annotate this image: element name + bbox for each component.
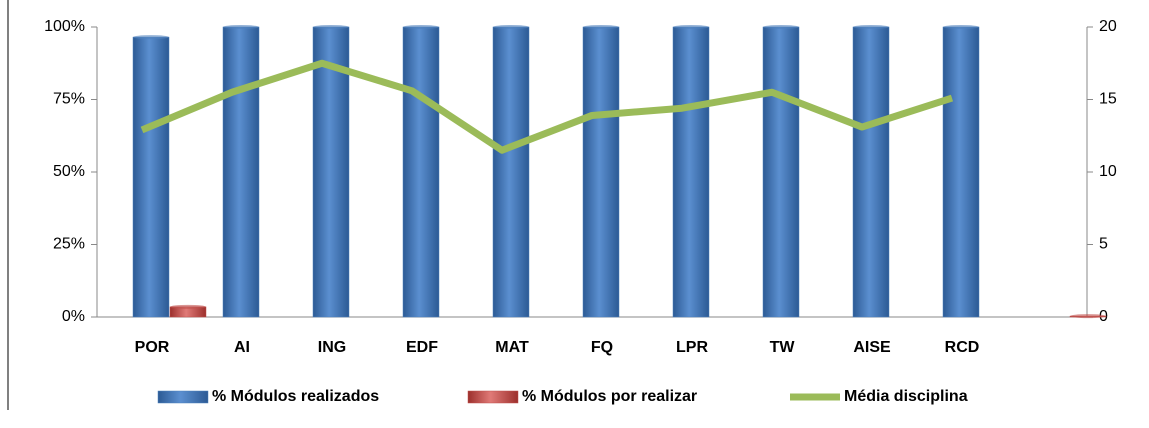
x-tick-label: RCD — [945, 339, 980, 356]
bar — [132, 36, 170, 318]
y-tick-label: 0% — [62, 308, 85, 325]
bar-cap — [403, 25, 439, 29]
bar — [762, 26, 800, 318]
y2-tick-label: 15 — [1099, 91, 1117, 108]
legend-label: % Módulos por realizar — [522, 388, 697, 405]
bar — [222, 26, 260, 318]
bar — [852, 26, 890, 318]
x-tick-label: AI — [234, 339, 250, 356]
x-tick-label: POR — [135, 339, 170, 356]
bar-cap — [763, 25, 799, 29]
legend-swatch — [157, 390, 209, 404]
line — [140, 59, 954, 154]
bar — [492, 26, 530, 318]
x-tick-label: AISE — [853, 339, 891, 356]
bar — [672, 26, 710, 318]
y2-tick-label: 10 — [1099, 163, 1117, 180]
bar-cap — [223, 25, 259, 29]
bar-cap — [170, 304, 206, 309]
y-tick-label: 50% — [53, 163, 85, 180]
x-tick-label: EDF — [406, 339, 438, 356]
bar — [312, 26, 350, 318]
x-tick-label: ING — [318, 339, 346, 356]
bar-cap — [583, 25, 619, 29]
legend-label: % Módulos realizados — [212, 388, 379, 405]
bar — [942, 26, 980, 318]
bar-cap — [853, 25, 889, 29]
x-tick-label: MAT — [495, 339, 529, 356]
bar-cap — [493, 25, 529, 29]
legend-label: Média disciplina — [844, 388, 968, 405]
y-tick-label: 100% — [44, 18, 85, 35]
bar-cap — [673, 25, 709, 29]
y-tick-label: 75% — [53, 91, 85, 108]
x-tick-label: TW — [770, 339, 796, 356]
bar-cap — [1070, 314, 1106, 319]
bar-cap — [133, 35, 169, 40]
bar — [582, 26, 620, 318]
bar-cap — [313, 25, 349, 29]
bar — [402, 26, 440, 318]
x-tick-label: LPR — [676, 339, 708, 356]
bar-cap — [943, 25, 979, 29]
x-tick-label: FQ — [591, 339, 613, 356]
legend-swatch — [467, 390, 519, 404]
y-tick-label: 25% — [53, 236, 85, 253]
y2-tick-label: 20 — [1099, 18, 1117, 35]
y2-tick-label: 5 — [1099, 236, 1108, 253]
